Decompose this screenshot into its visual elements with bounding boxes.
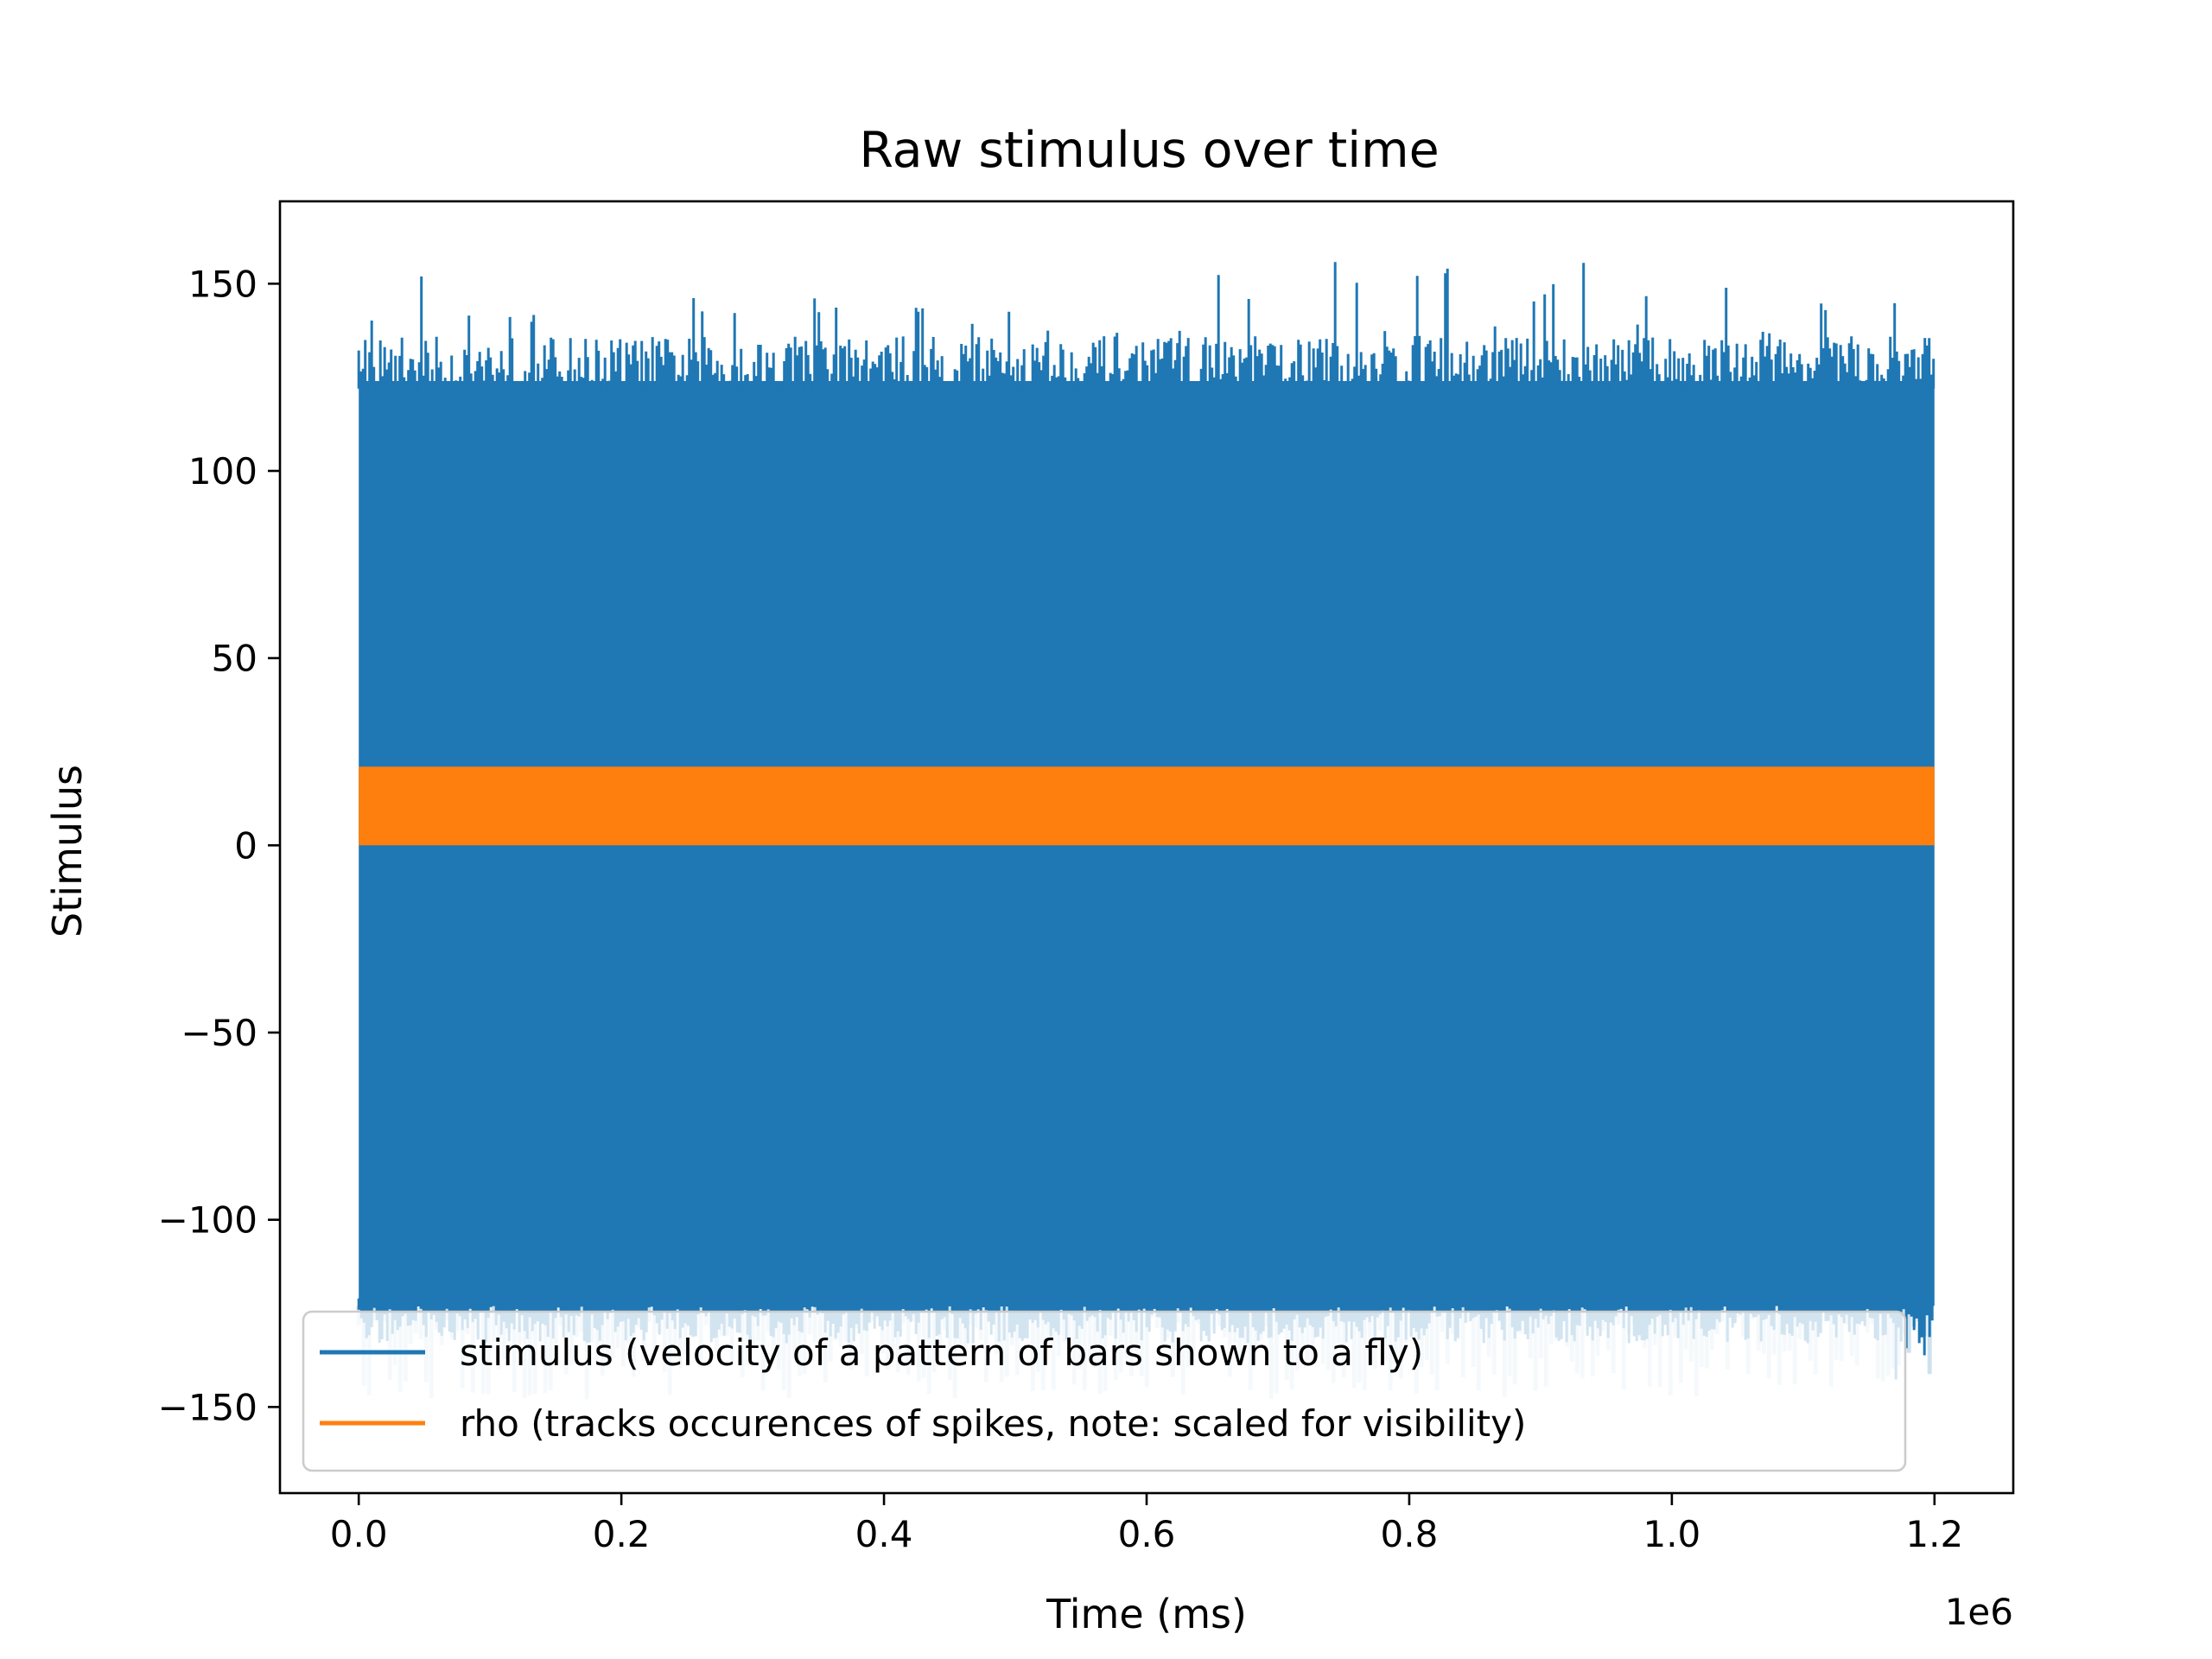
- y-tick-label: 150: [188, 263, 257, 305]
- series-rho: [359, 766, 1935, 846]
- y-axis-ticks: −150 −100 −50 0 50 100 150: [158, 263, 280, 1428]
- y-tick-label: −50: [181, 1012, 257, 1054]
- x-axis-offset-label: 1e6: [1945, 1591, 2013, 1633]
- y-tick-label: −150: [158, 1386, 257, 1428]
- y-axis-label: Stimulus: [44, 765, 91, 938]
- legend-box: [302, 1310, 1907, 1472]
- x-tick-label: 0.6: [1118, 1513, 1176, 1555]
- x-tick-label: 0.0: [330, 1513, 388, 1555]
- x-axis-ticks: 0.0 0.2 0.4 0.6 0.8 1.0 1.2: [330, 1493, 1963, 1555]
- x-tick-label: 1.0: [1643, 1513, 1700, 1555]
- legend-label-rho: rho (tracks occurences of spikes, note: …: [460, 1402, 1526, 1445]
- plot-area: [356, 262, 1936, 1400]
- x-axis-label: Time (ms): [1046, 1591, 1247, 1637]
- legend-label-stimulus: stimulus (velocity of a pattern of bars …: [460, 1332, 1423, 1374]
- x-tick-label: 0.4: [855, 1513, 913, 1555]
- y-tick-label: 0: [234, 824, 257, 867]
- legend: stimulus (velocity of a pattern of bars …: [302, 1310, 1907, 1472]
- stimulus-upper-excursions: [357, 262, 1936, 397]
- x-tick-label: 0.8: [1381, 1513, 1439, 1555]
- y-tick-label: 100: [188, 450, 257, 493]
- chart-title: Raw stimulus over time: [859, 122, 1439, 179]
- x-tick-label: 1.2: [1905, 1513, 1963, 1555]
- y-tick-label: −100: [158, 1199, 257, 1242]
- x-tick-label: 0.2: [593, 1513, 651, 1555]
- y-tick-label: 50: [212, 638, 257, 680]
